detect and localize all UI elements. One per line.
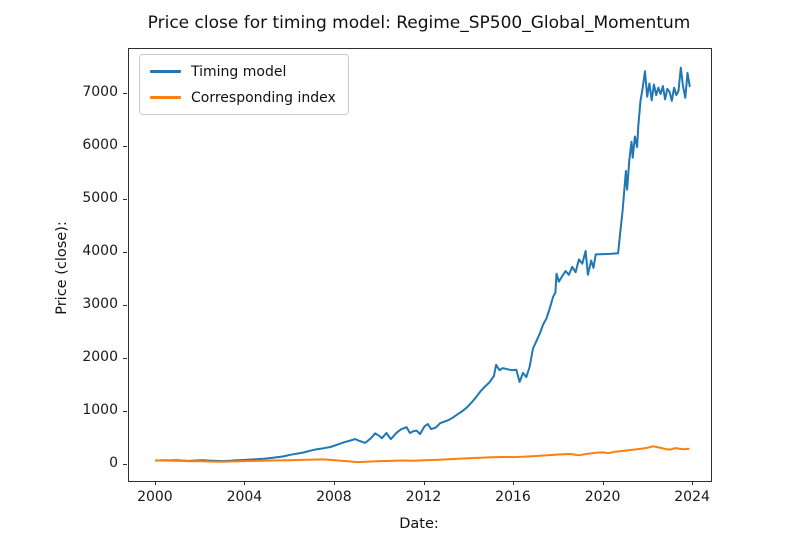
plot-area: Timing model Corresponding index xyxy=(128,48,712,482)
x-tick-mark xyxy=(423,481,425,485)
legend-label: Corresponding index xyxy=(191,89,336,106)
x-tick-label: 2004 xyxy=(226,489,263,505)
x-tick-label: 2016 xyxy=(495,489,531,505)
chart-title: Price close for timing model: Regime_SP5… xyxy=(147,13,691,33)
x-tick-label: 2024 xyxy=(674,489,710,505)
line-chart-svg xyxy=(154,66,691,464)
y-tick-label: 4000 xyxy=(82,243,118,260)
legend-line-swatch xyxy=(150,96,181,99)
y-tick-mark xyxy=(123,358,127,360)
y-tick-mark xyxy=(123,305,127,307)
x-tick-label: 2000 xyxy=(137,489,173,505)
x-tick-label: 2012 xyxy=(405,489,442,505)
x-tick-mark xyxy=(513,481,514,485)
series-line-timing-model xyxy=(154,66,691,463)
x-tick-mark xyxy=(333,481,335,485)
y-tick-label: 2000 xyxy=(82,349,118,366)
legend-line-swatch xyxy=(150,70,181,73)
series-line-corresponding-index xyxy=(154,445,690,464)
legend-entry: Corresponding index xyxy=(150,87,336,108)
y-tick-mark xyxy=(123,199,127,201)
y-tick-mark xyxy=(123,252,127,254)
y-tick-label: 0 xyxy=(109,455,118,472)
y-tick-label: 1000 xyxy=(82,402,118,419)
y-tick-label: 5000 xyxy=(82,190,118,207)
x-tick-mark xyxy=(692,481,694,485)
y-tick-mark xyxy=(123,464,127,466)
x-axis-label: Date: xyxy=(399,516,439,532)
y-tick-label: 3000 xyxy=(82,296,118,313)
x-tick-mark xyxy=(244,481,246,485)
y-tick-mark xyxy=(123,93,127,95)
y-tick-label: 7000 xyxy=(82,84,118,101)
x-tick-label: 2020 xyxy=(584,489,621,505)
x-tick-mark xyxy=(154,481,156,485)
x-tick-label: 2008 xyxy=(316,489,352,505)
y-tick-mark xyxy=(123,146,127,148)
y-tick-label: 6000 xyxy=(82,137,118,154)
legend-label: Timing model xyxy=(191,63,287,80)
x-tick-mark xyxy=(602,481,604,485)
legend-entry: Timing model xyxy=(150,61,336,82)
y-tick-mark xyxy=(123,411,127,413)
legend: Timing model Corresponding index xyxy=(139,54,349,115)
